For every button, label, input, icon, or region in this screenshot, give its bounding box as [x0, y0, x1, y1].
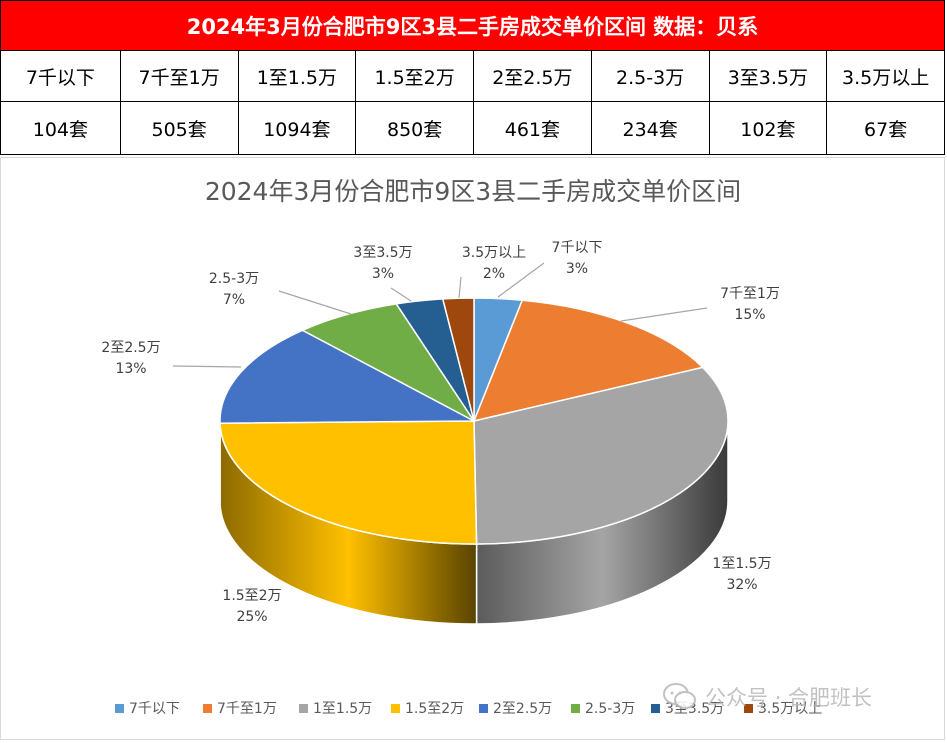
data-label-percent: 13% [115, 361, 146, 377]
leader-line [173, 366, 241, 367]
legend-label: 2至2.5万 [493, 701, 552, 717]
legend-swatch [299, 704, 308, 713]
data-label-percent: 2% [483, 266, 505, 282]
legend-swatch [571, 704, 580, 713]
data-label-category: 3至3.5万 [353, 245, 412, 261]
table-value-cell: 67套 [827, 102, 944, 154]
legend-label: 7千至1万 [217, 701, 277, 717]
table-header-row: 7千以下 7千至1万 1至1.5万 1.5至2万 2至2.5万 2.5-3万 3… [1, 51, 944, 102]
data-label-category: 2.5-3万 [209, 271, 259, 287]
table-header-cell: 3.5万以上 [827, 51, 944, 101]
table-header-cell: 7千至1万 [121, 51, 239, 101]
leader-line [279, 291, 351, 314]
leader-line [391, 288, 411, 301]
table-value-cell: 505套 [121, 102, 239, 154]
legend-swatch [651, 704, 660, 713]
table-value-cell: 234套 [592, 102, 710, 154]
legend-label: 1至1.5万 [313, 701, 372, 717]
legend-swatch [479, 704, 488, 713]
table-header-cell: 2至2.5万 [474, 51, 592, 101]
legend-label: 7千以下 [129, 701, 180, 717]
legend-swatch [115, 704, 124, 713]
pie-chart: 2024年3月份合肥市9区3县二手房成交单价区间 7千以下 3% 7千至1万 15% 1… [1, 158, 944, 739]
data-label-category: 7千以下 [552, 240, 603, 256]
legend-label: 1.5至2万 [405, 701, 464, 717]
table-header-cell: 7千以下 [1, 51, 121, 101]
data-label-percent: 7% [223, 292, 245, 308]
data-label-category: 7千至1万 [720, 286, 780, 302]
legend-swatch [391, 704, 400, 713]
pie-chart-panel: 2024年3月份合肥市9区3县二手房成交单价区间 7千以下 3% 7千至1万 15% 1… [0, 157, 945, 740]
table-value-cell: 850套 [356, 102, 474, 154]
legend-swatch [203, 704, 212, 713]
legend-label: 3至3.5万 [665, 701, 724, 717]
table-value-cell: 1094套 [239, 102, 357, 154]
table-title: 2024年3月份合肥市9区3县二手房成交单价区间 数据：贝系 [1, 1, 944, 51]
legend-label: 2.5-3万 [585, 701, 635, 717]
table-value-cell: 102套 [710, 102, 828, 154]
leader-line [459, 277, 461, 298]
table-header-cell: 1.5至2万 [356, 51, 474, 101]
data-label-percent: 15% [734, 307, 765, 323]
table-header-cell: 1至1.5万 [239, 51, 357, 101]
legend-label: 3.5万以上 [758, 701, 822, 717]
data-label-category: 1至1.5万 [712, 556, 771, 572]
data-label-percent: 32% [726, 577, 757, 593]
data-label-category: 3.5万以上 [462, 245, 526, 261]
chart-title: 2024年3月份合肥市9区3县二手房成交单价区间 [205, 177, 741, 206]
data-label-category: 1.5至2万 [222, 588, 281, 604]
table-header-cell: 2.5-3万 [592, 51, 710, 101]
leader-line [621, 308, 707, 321]
table-value-cell: 461套 [474, 102, 592, 154]
legend-swatch [744, 704, 753, 713]
table-value-row: 104套 505套 1094套 850套 461套 234套 102套 67套 [1, 102, 944, 154]
table-header-cell: 3至3.5万 [710, 51, 828, 101]
data-label-percent: 3% [372, 266, 394, 282]
data-label-percent: 3% [566, 261, 588, 277]
table-value-cell: 104套 [1, 102, 121, 154]
data-label-percent: 25% [236, 609, 267, 625]
data-table: 2024年3月份合肥市9区3县二手房成交单价区间 数据：贝系 7千以下 7千至1… [0, 0, 945, 155]
data-label-category: 2至2.5万 [101, 340, 160, 356]
